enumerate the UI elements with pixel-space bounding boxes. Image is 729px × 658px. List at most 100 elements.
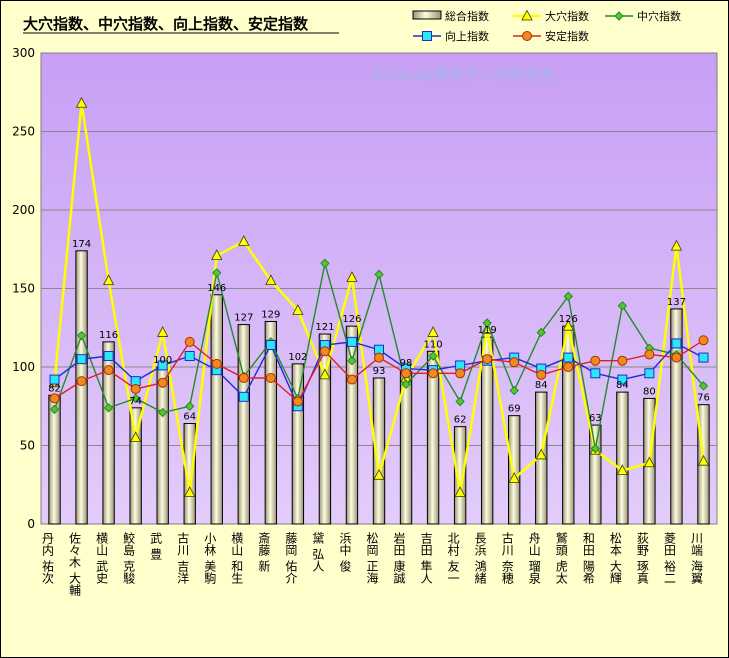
- point: [508, 472, 520, 483]
- point: [49, 374, 60, 385]
- point: [401, 368, 412, 379]
- point: [617, 374, 628, 385]
- data-label: 64: [183, 412, 196, 423]
- point: [238, 391, 249, 402]
- x-tick-label: 武 豊: [149, 532, 163, 560]
- bar: [156, 366, 169, 525]
- point: [238, 372, 249, 383]
- point: [535, 448, 547, 460]
- point: [698, 352, 709, 363]
- data-label: 80: [643, 386, 656, 397]
- point: [617, 301, 628, 311]
- point: [130, 383, 141, 394]
- point: [184, 486, 196, 498]
- y-axis: 0 50 100 150 200 250 300: [12, 46, 35, 531]
- point: [157, 377, 168, 388]
- point: [346, 336, 357, 347]
- legend-item: 向上指数: [413, 29, 489, 43]
- data-label: 119: [478, 325, 497, 336]
- data-label: 121: [315, 322, 334, 333]
- point: [49, 404, 60, 415]
- point: [563, 291, 573, 302]
- x-tick-label: 黛 弘人: [311, 532, 325, 572]
- y-tick-label: 0: [27, 517, 35, 531]
- data-label: 116: [99, 330, 118, 341]
- y-tick-label: 100: [12, 360, 35, 374]
- bar: [670, 308, 683, 525]
- bar: [75, 250, 88, 525]
- point: [292, 396, 303, 407]
- point: [509, 357, 520, 368]
- point: [644, 349, 655, 360]
- point: [428, 368, 439, 379]
- x-tick-label: 藤岡 佑介: [284, 532, 298, 584]
- bar: [345, 325, 359, 525]
- x-tick-label: 横山 和生: [230, 532, 244, 584]
- point: [509, 385, 519, 396]
- point: [76, 354, 87, 365]
- x-tick-label: 鮫島 克駿: [122, 531, 136, 585]
- y-tick-label: 250: [12, 125, 35, 139]
- bar: [102, 341, 115, 525]
- x-tick-label: 浜中 俊: [338, 532, 352, 572]
- bar: [129, 407, 142, 525]
- chart-title: 大穴指数、中穴指数、向上指数、安定指数: [23, 15, 309, 33]
- x-tick-label: 菱田 裕二: [662, 532, 676, 584]
- bar: [237, 324, 250, 525]
- point: [590, 443, 601, 454]
- bar: [453, 426, 467, 525]
- point: [103, 403, 114, 413]
- data-label: 126: [559, 314, 578, 325]
- data-label: 93: [373, 366, 386, 377]
- x-tick-label: 横山 武史: [95, 532, 109, 584]
- legend-swatch: [412, 10, 442, 20]
- point: [521, 9, 533, 21]
- point: [157, 326, 169, 337]
- x-tick-label: 古川 奈穂: [500, 531, 514, 585]
- point: [455, 368, 466, 379]
- point: [347, 356, 357, 366]
- point: [102, 274, 115, 286]
- x-tick-label: 松本 大輝: [608, 532, 622, 584]
- data-label: 174: [72, 239, 91, 250]
- data-label: 84: [616, 380, 629, 391]
- x-tick-label: 古川 吉洋: [176, 531, 190, 584]
- legend-label: 中穴指数: [637, 9, 681, 23]
- point: [454, 486, 466, 498]
- point: [401, 379, 411, 389]
- point: [427, 326, 439, 337]
- point: [590, 355, 601, 366]
- point: [374, 269, 384, 280]
- bar: [210, 294, 223, 525]
- bar: [183, 423, 196, 525]
- bar: [291, 363, 305, 525]
- point: [482, 318, 492, 328]
- point: [265, 340, 276, 351]
- point: [562, 319, 574, 331]
- legend-item: 大穴指数: [513, 9, 589, 23]
- point: [346, 374, 357, 385]
- x-tick-label: 斎藤 新: [257, 531, 271, 572]
- point: [265, 274, 277, 286]
- point: [103, 351, 114, 362]
- data-labels: 82 174 116 74 100 64 146 127 129 102 121 126 93 98 110…: [48, 239, 710, 426]
- point: [211, 358, 222, 369]
- line-series-group: [49, 335, 709, 407]
- point: [184, 351, 195, 362]
- x-tick-label: 川端 海翼: [689, 532, 703, 584]
- bar: [48, 394, 61, 525]
- point: [103, 365, 114, 376]
- bar: [426, 350, 440, 525]
- point: [697, 454, 710, 466]
- legend-item: 総合指数: [412, 9, 489, 23]
- x-tick-label: 北村 友一: [446, 532, 460, 584]
- point: [670, 239, 683, 251]
- x-tick-label: 丹内 祐次: [41, 532, 55, 584]
- legend-label: 安定指数: [545, 29, 589, 43]
- point: [319, 368, 331, 380]
- point: [212, 268, 222, 278]
- data-label: 63: [589, 413, 602, 424]
